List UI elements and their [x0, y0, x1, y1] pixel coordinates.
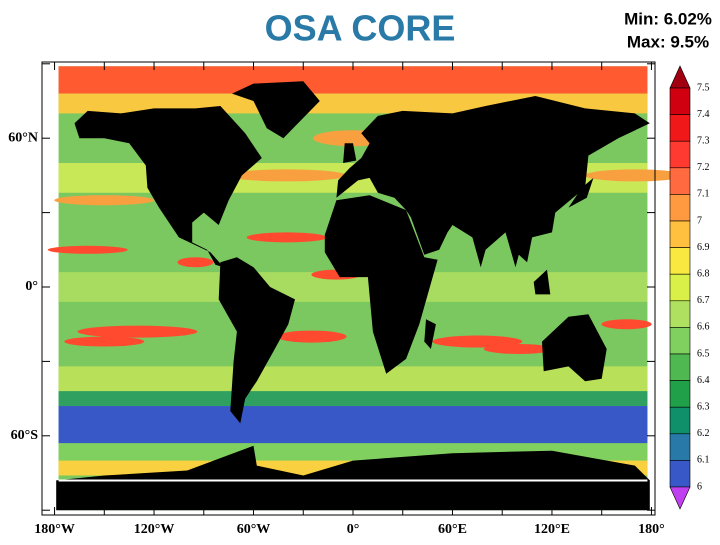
- colorbar-label: 7.1: [697, 189, 710, 200]
- colorbar-label: 7: [697, 215, 702, 226]
- land: [542, 314, 607, 382]
- upwelling: [276, 330, 347, 343]
- colorbar-label: 6.6: [697, 322, 710, 333]
- upwelling: [77, 325, 198, 338]
- lat-label: 60°N: [8, 130, 38, 145]
- colorbar-label: 6.2: [697, 428, 710, 439]
- upwelling: [601, 319, 652, 330]
- lon-label: 180°: [638, 522, 665, 537]
- colorbar-box: [669, 247, 691, 275]
- land: [568, 177, 594, 208]
- upwelling: [246, 232, 327, 243]
- min-stat: Min: 6.02%: [624, 9, 712, 28]
- colorbar-box: [669, 220, 691, 248]
- upwelling: [47, 245, 128, 254]
- midlat-band: [58, 366, 648, 392]
- colorbar-box: [669, 273, 691, 302]
- colorbar-label: 7.4: [697, 109, 710, 120]
- lat-label: 0°: [25, 279, 38, 294]
- upwelling: [584, 169, 685, 182]
- land: [74, 106, 262, 268]
- colorbar-box: [669, 380, 691, 408]
- colorbar-box: [669, 406, 691, 435]
- colorbar-box: [669, 114, 691, 142]
- colorbar-end: [669, 65, 691, 89]
- colorbar-end: [669, 486, 691, 510]
- land: [218, 257, 295, 424]
- colorbar-label: 6.7: [697, 295, 710, 306]
- upwelling: [226, 169, 347, 182]
- colorbar-label: 6.3: [697, 401, 710, 412]
- colorbar-box: [669, 87, 691, 115]
- colorbar-box: [669, 300, 691, 328]
- upwelling: [54, 195, 155, 206]
- colorbar-label: 7.2: [697, 162, 710, 173]
- colorbar-label: 6.5: [697, 348, 710, 359]
- upwelling: [177, 257, 214, 268]
- colorbar-box: [669, 194, 691, 222]
- lon-label: 120°E: [534, 522, 570, 537]
- colorbar-label: 6.9: [697, 242, 710, 253]
- lon-label: 60°W: [237, 522, 271, 537]
- land: [324, 195, 438, 374]
- colorbar-label: 6.4: [697, 375, 710, 386]
- lon-label: 60°E: [438, 522, 467, 537]
- colorbar-box: [669, 167, 691, 195]
- map-frame: [41, 61, 656, 516]
- colorbar-box: [669, 433, 691, 461]
- upwelling: [64, 336, 145, 347]
- colorbar-box: [669, 353, 691, 381]
- land: [533, 269, 551, 295]
- colorbar-label: 6: [697, 481, 702, 492]
- colorbar-box: [669, 327, 691, 355]
- lat-label: 60°S: [11, 428, 39, 443]
- colorbar-box: [669, 140, 691, 169]
- upwelling: [432, 335, 523, 348]
- colorbar-label: 7.3: [697, 135, 710, 146]
- land: [232, 81, 320, 139]
- lon-label: 180°W: [34, 522, 75, 537]
- max-stat: Max: 9.5%: [627, 32, 709, 51]
- title: OSA CORE: [265, 8, 456, 49]
- colorbar-box: [669, 460, 691, 488]
- land: [343, 143, 357, 163]
- land: [424, 319, 436, 349]
- lon-label: 120°W: [134, 522, 175, 537]
- southern-band: [58, 391, 648, 407]
- southern-ocean: [58, 406, 648, 444]
- antarctica: [56, 445, 650, 511]
- land: [336, 96, 650, 268]
- upwelling: [483, 344, 554, 354]
- arctic-band: [58, 66, 648, 94]
- colorbar-label: 7.5: [697, 82, 710, 93]
- map: [47, 66, 685, 511]
- colorbar-label: 6.1: [697, 455, 710, 466]
- colorbar-label: 6.8: [697, 268, 710, 279]
- lon-label: 0°: [347, 522, 360, 537]
